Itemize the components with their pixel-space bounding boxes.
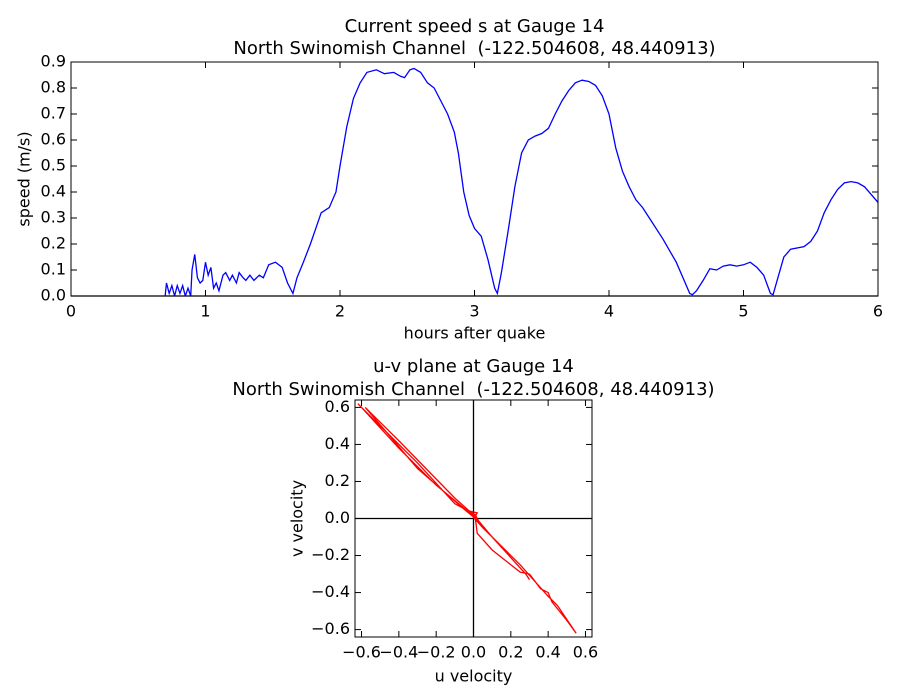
y-tick-label: 0.0 — [41, 286, 66, 305]
y-tick-label: 0.4 — [41, 182, 66, 201]
y-tick-label: 0.5 — [41, 156, 66, 175]
x-axis-label: u velocity — [435, 667, 513, 686]
y-tick-label: 0.6 — [325, 397, 350, 416]
x-tick-label: 3 — [469, 302, 479, 321]
x-tick-label: 6 — [873, 302, 883, 321]
y-tick-label: 0.4 — [325, 434, 350, 453]
y-tick-label: 0.3 — [41, 208, 66, 227]
plot-frame — [354, 399, 593, 638]
y-tick-label: 0.2 — [41, 234, 66, 253]
x-tick-label: 4 — [604, 302, 614, 321]
x-tick-label: 0 — [66, 302, 76, 321]
y-tick-label: −0.2 — [311, 545, 350, 564]
x-tick-label: 0.6 — [573, 643, 598, 662]
y-tick-label: −0.4 — [311, 582, 350, 601]
y-tick-label: 0.7 — [41, 104, 66, 123]
x-axis-label: hours after quake — [404, 324, 546, 343]
x-tick-label: 0.4 — [535, 643, 560, 662]
data-line — [164, 67, 878, 296]
x-tick-label: 5 — [738, 302, 748, 321]
chart-subtitle: North Swinomish Channel (-122.504608, 48… — [233, 38, 715, 59]
x-tick-label: −0.2 — [417, 643, 456, 662]
x-tick-label: −0.6 — [342, 643, 381, 662]
y-tick-label: 0.2 — [325, 471, 350, 490]
y-tick-label: 0.9 — [41, 52, 66, 71]
x-tick-label: 2 — [335, 302, 345, 321]
y-axis-label: speed (m/s) — [15, 131, 34, 226]
plot-frame — [70, 61, 879, 297]
data-line — [357, 403, 577, 634]
x-tick-label: 0.2 — [498, 643, 523, 662]
x-tick-label: 0.0 — [461, 643, 486, 662]
y-tick-label: 0.1 — [41, 260, 66, 279]
y-axis-label: v velocity — [288, 480, 307, 557]
y-tick-label: −0.6 — [311, 619, 350, 638]
y-tick-label: 0.0 — [325, 508, 350, 527]
chart-subtitle: North Swinomish Channel (-122.504608, 48… — [232, 379, 714, 400]
x-tick-label: −0.4 — [379, 643, 418, 662]
chart-title: u-v plane at Gauge 14 — [373, 356, 574, 377]
y-tick-label: 0.6 — [41, 130, 66, 149]
x-tick-label: 1 — [200, 302, 210, 321]
chart-title: Current speed s at Gauge 14 — [345, 16, 605, 37]
y-tick-label: 0.8 — [41, 78, 66, 97]
